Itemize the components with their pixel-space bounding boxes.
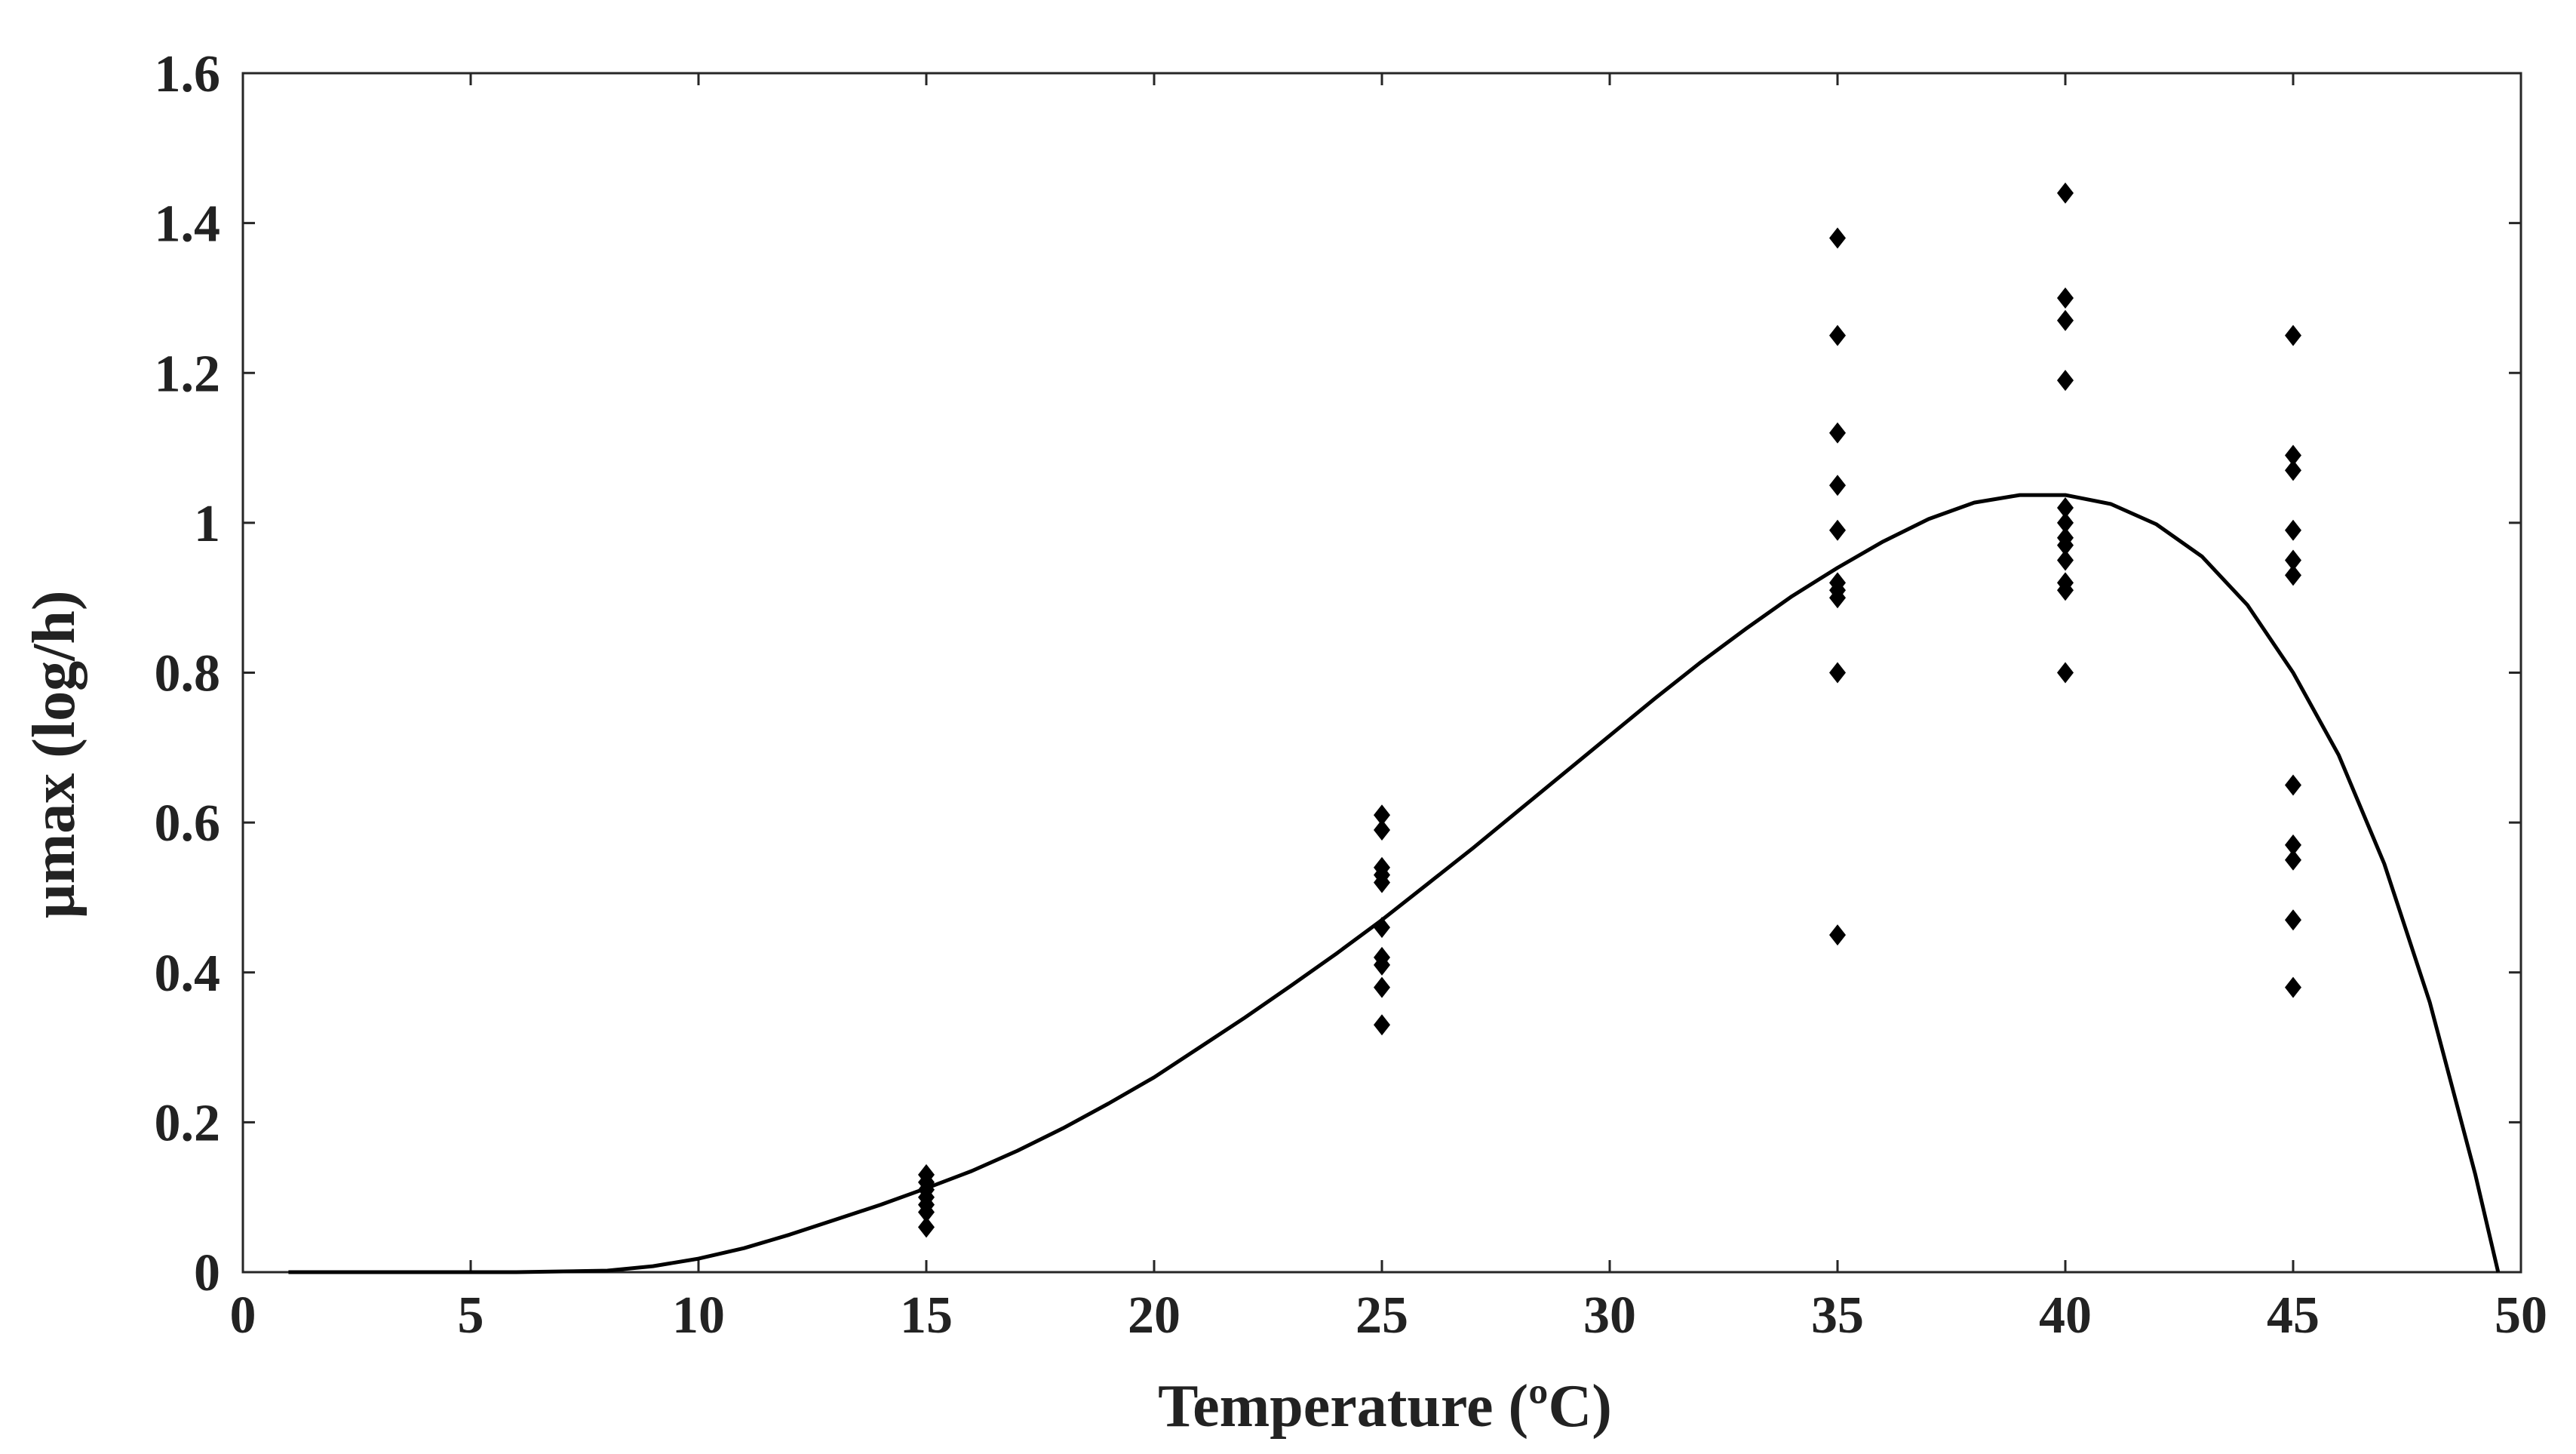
data-point xyxy=(2057,287,2074,309)
y-tick-label: 0.2 xyxy=(155,1094,221,1152)
data-point xyxy=(2057,662,2074,684)
data-point xyxy=(1829,475,1846,496)
data-point xyxy=(1374,917,1390,939)
data-point xyxy=(1374,804,1390,826)
data-point xyxy=(2057,309,2074,331)
y-tick-label: 0.4 xyxy=(155,945,221,1003)
data-point xyxy=(2057,579,2074,601)
data-point xyxy=(2285,909,2301,931)
x-tick-label: 45 xyxy=(2267,1286,2320,1345)
y-tick-label: 0.6 xyxy=(155,795,221,853)
y-tick-label: 0 xyxy=(194,1244,220,1302)
data-point xyxy=(1374,819,1390,841)
data-point xyxy=(1374,976,1390,998)
y-tick-label: 1.4 xyxy=(155,195,221,254)
y-tick-label: 1.2 xyxy=(155,345,221,403)
data-point xyxy=(2057,182,2074,204)
data-point xyxy=(2057,370,2074,392)
axis-ticks xyxy=(241,72,2522,1274)
data-point xyxy=(2285,849,2301,871)
y-tick-label: 0.8 xyxy=(155,645,221,703)
x-tick-label: 15 xyxy=(900,1286,953,1345)
data-point xyxy=(2285,460,2301,481)
data-point xyxy=(1829,422,1846,444)
y-axis-title: µmax (log/h) xyxy=(21,591,88,919)
x-tick-label: 5 xyxy=(458,1286,484,1345)
data-point xyxy=(918,1216,935,1238)
x-tick-label: 50 xyxy=(2495,1286,2547,1345)
data-point xyxy=(1829,227,1846,249)
x-axis-title: Temperature (ºC) xyxy=(1158,1373,1612,1440)
data-point xyxy=(2285,564,2301,586)
data-point xyxy=(1374,1014,1390,1036)
data-point xyxy=(2057,534,2074,556)
data-points-layer xyxy=(918,182,2301,1238)
data-point xyxy=(2285,976,2301,998)
data-point xyxy=(1829,662,1846,684)
y-tick-label: 1.6 xyxy=(155,45,221,103)
x-tick-label: 20 xyxy=(1128,1286,1181,1345)
x-tick-label: 40 xyxy=(2039,1286,2092,1345)
data-point xyxy=(1829,324,1846,346)
data-point xyxy=(918,1201,935,1223)
data-point xyxy=(1829,924,1846,946)
data-point xyxy=(2057,549,2074,571)
data-point xyxy=(2285,519,2301,541)
fitted-curve-layer xyxy=(288,493,2501,1274)
x-tick-label: 0 xyxy=(230,1286,256,1345)
data-point xyxy=(2285,549,2301,571)
data-point xyxy=(1829,587,1846,609)
data-point xyxy=(2285,834,2301,856)
x-tick-label: 25 xyxy=(1356,1286,1408,1345)
data-point xyxy=(1374,954,1390,976)
data-point xyxy=(2057,497,2074,519)
axes-frame xyxy=(241,72,2522,1274)
data-point xyxy=(2285,324,2301,346)
axis-tick-labels: 0 5 10 15 20 25 30 35 40 45 50 0 0.2 0.4 0.6 0.8 1 1.2 1.4… xyxy=(155,45,2548,1345)
data-point xyxy=(2285,774,2301,796)
y-tick-label: 1 xyxy=(194,495,220,553)
data-point xyxy=(1374,871,1390,893)
x-tick-label: 10 xyxy=(672,1286,725,1345)
data-point xyxy=(1829,519,1846,541)
x-tick-label: 35 xyxy=(1811,1286,1864,1345)
plot-area-box xyxy=(241,72,2522,1274)
fitted-curve xyxy=(288,493,2501,1274)
x-tick-label: 30 xyxy=(1583,1286,1636,1345)
data-point xyxy=(2285,444,2301,466)
data-point xyxy=(2057,512,2074,533)
